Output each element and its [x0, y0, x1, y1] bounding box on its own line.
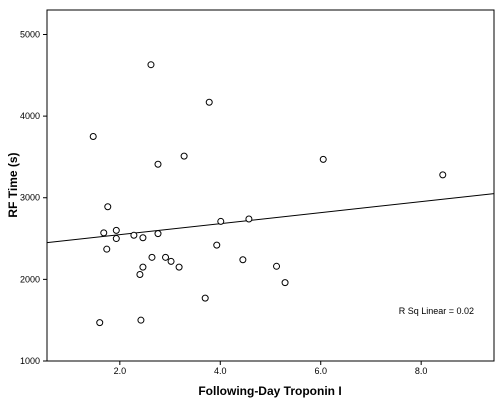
data-point	[162, 253, 170, 261]
data-point	[103, 245, 111, 253]
x-tick-label: 6.0	[314, 366, 327, 376]
data-point	[213, 241, 221, 249]
data-point	[89, 133, 97, 141]
data-point	[175, 263, 183, 271]
data-point	[139, 234, 147, 242]
y-tick-label: 1000	[20, 356, 40, 366]
x-tick-label: 8.0	[415, 366, 428, 376]
x-tick-label: 4.0	[214, 366, 227, 376]
data-point	[130, 231, 138, 239]
y-tick-label: 3000	[20, 193, 40, 203]
data-point	[319, 155, 327, 163]
data-point	[148, 253, 156, 261]
data-point	[245, 215, 253, 223]
r-squared-annotation: R Sq Linear = 0.02	[399, 306, 474, 316]
regression-line	[46, 193, 495, 244]
data-point	[137, 316, 145, 324]
data-point	[104, 203, 112, 211]
y-tick-label: 5000	[20, 29, 40, 39]
data-point	[154, 160, 162, 168]
data-point	[112, 226, 120, 234]
data-point	[239, 256, 247, 264]
data-point	[273, 262, 281, 270]
data-point	[439, 171, 447, 179]
data-point	[100, 229, 108, 237]
x-axis-title: Following-Day Troponin I	[198, 384, 341, 398]
data-points	[89, 61, 447, 327]
x-axis-ticks: 2.0 4.0 6.0 8.0	[114, 361, 428, 376]
y-axis-ticks: 1000 2000 3000 4000 5000	[20, 29, 47, 366]
data-point	[112, 235, 120, 243]
y-tick-label: 2000	[20, 274, 40, 284]
y-tick-label: 4000	[20, 111, 40, 121]
data-point	[281, 279, 289, 287]
data-point	[167, 257, 175, 265]
data-point	[205, 98, 213, 106]
y-axis-title: RF Time (s)	[6, 152, 20, 217]
data-point	[154, 230, 162, 238]
data-point	[180, 152, 188, 160]
data-point	[147, 61, 155, 69]
data-point	[139, 263, 147, 271]
data-point	[201, 294, 209, 302]
data-point	[96, 319, 104, 327]
data-point	[136, 270, 144, 278]
plot-area	[46, 9, 495, 362]
data-point	[217, 217, 225, 225]
x-tick-label: 2.0	[114, 366, 127, 376]
